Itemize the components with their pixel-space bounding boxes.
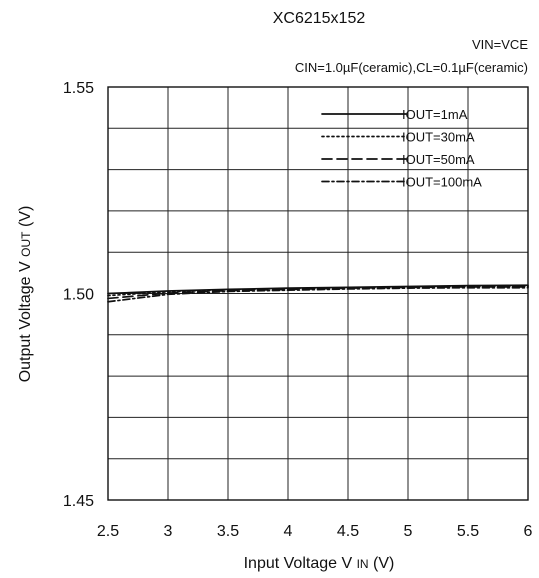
plot-frame [107, 86, 529, 501]
series-line-4 [107, 286, 529, 303]
chart-subtitle-line-1: VIN=VCE [472, 37, 528, 52]
x-tick-label: 4.5 [337, 523, 359, 540]
legend-label-3: IOUT=50mA [402, 152, 475, 167]
x-tick-label: 6 [524, 523, 533, 540]
x-tick-label: 5 [404, 523, 413, 540]
y-tick-labels: 1.45 1.50 1.55 [63, 80, 94, 510]
series-lines [107, 284, 529, 303]
x-tick-label: 5.5 [457, 523, 479, 540]
legend: IOUT=1mA IOUT=30mA IOUT=50mA IOUT=100mA [321, 107, 482, 190]
x-axis-label-unit: (V) [373, 555, 394, 572]
legend-label-1: IOUT=1mA [402, 107, 468, 122]
x-axis-label-sub: IN [357, 557, 369, 571]
x-tick-label: 3.5 [217, 523, 239, 540]
y-axis-label: Output Voltage V OUT (V) [17, 206, 34, 383]
chart-title: XC6215x152 [273, 10, 366, 27]
y-tick-label: 1.45 [63, 493, 94, 510]
legend-label-2: IOUT=30mA [402, 130, 475, 145]
chart-subtitle-line-2: CIN=1.0µF(ceramic),CL=0.1µF(ceramic) [295, 60, 528, 75]
x-tick-label: 2.5 [97, 523, 119, 540]
y-axis-label-sub: OUT [19, 231, 33, 257]
x-axis-label: Input Voltage V IN (V) [244, 555, 395, 572]
x-tick-label: 3 [164, 523, 173, 540]
y-tick-label: 1.50 [63, 287, 94, 304]
y-axis-label-unit: (V) [17, 206, 34, 227]
x-axis-label-main: Input Voltage V [244, 555, 353, 572]
y-axis-label-main: Output Voltage V [17, 261, 34, 382]
x-tick-label: 4 [284, 523, 293, 540]
y-tick-label: 1.55 [63, 80, 94, 97]
grid-lines [108, 87, 528, 500]
legend-label-4: IOUT=100mA [402, 175, 482, 190]
x-tick-labels: 2.5 3 3.5 4 4.5 5 5.5 6 [97, 523, 533, 540]
